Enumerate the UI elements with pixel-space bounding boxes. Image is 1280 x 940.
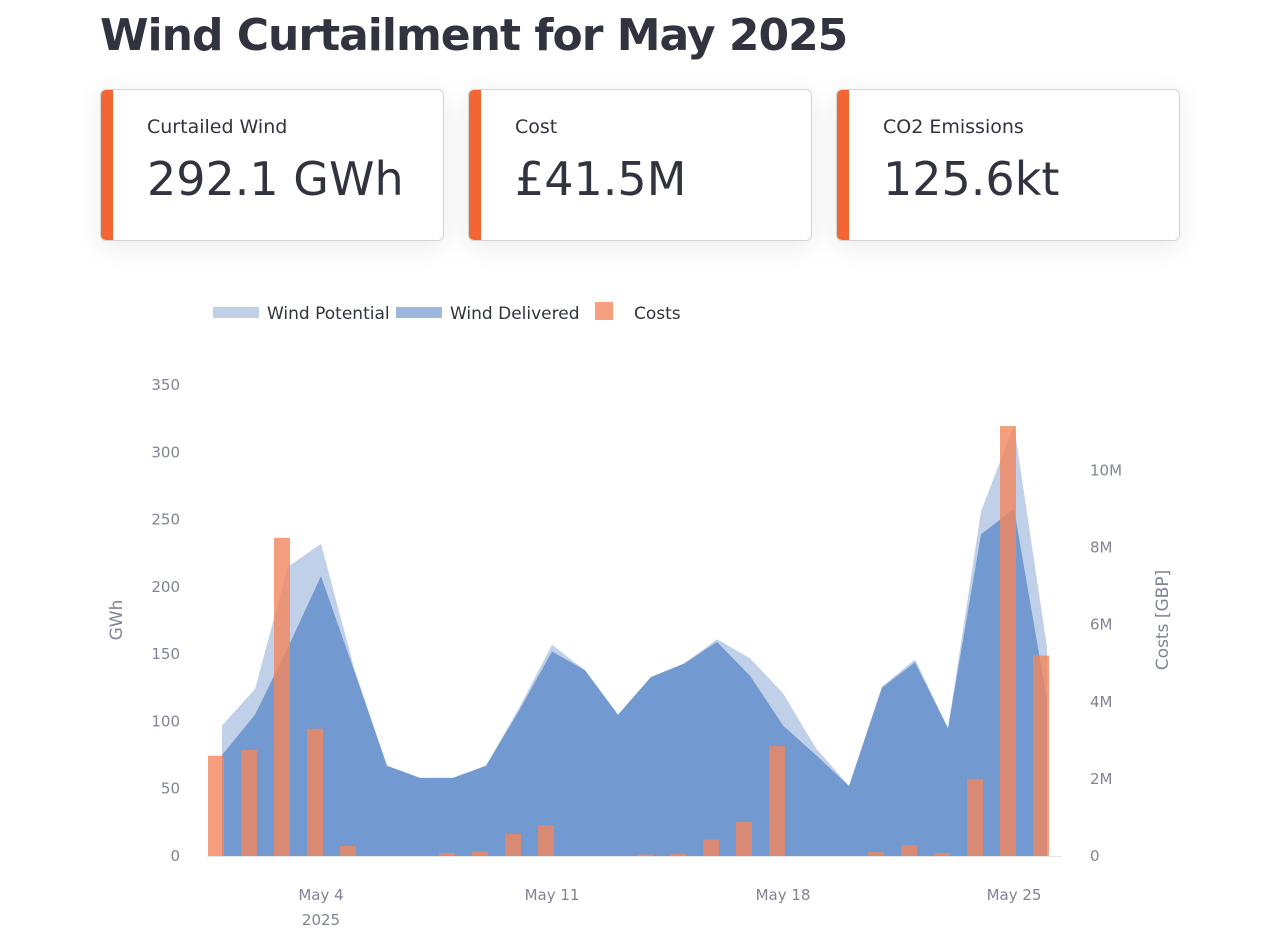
- legend-swatch-wind-potential: [213, 307, 259, 318]
- cost-bar[interactable]: [868, 852, 884, 856]
- legend-label-wind-delivered: Wind Delivered: [450, 304, 580, 324]
- cost-bar[interactable]: [967, 778, 983, 856]
- cost-bar[interactable]: [703, 839, 719, 856]
- y-tick-label: 100: [151, 712, 180, 730]
- card-co2-emissions: CO2 Emissions 125.6kt: [836, 89, 1180, 241]
- y-tick-label: 300: [151, 443, 180, 461]
- cost-bar[interactable]: [736, 822, 752, 856]
- cost-bar[interactable]: [1000, 426, 1016, 856]
- y2-tick-label: 4M: [1090, 693, 1113, 711]
- y-tick-label: 0: [170, 847, 180, 865]
- cost-bar[interactable]: [274, 537, 290, 856]
- card-accent-bar: [469, 90, 481, 240]
- y2-tick-label: 8M: [1090, 539, 1113, 557]
- legend-label-costs: Costs: [634, 304, 681, 324]
- cost-bar[interactable]: [934, 852, 950, 856]
- cost-bar[interactable]: [241, 749, 257, 856]
- cost-bar[interactable]: [505, 834, 521, 856]
- y2-tick-label: 0: [1090, 847, 1100, 865]
- x-tick-label: May 4: [298, 886, 343, 904]
- x-tick-label: May 18: [756, 886, 811, 904]
- card-value: £41.5M: [515, 152, 687, 206]
- cost-bar[interactable]: [307, 728, 323, 856]
- cost-bar[interactable]: [472, 851, 488, 856]
- y2-axis-title: Costs [GBP]: [1153, 570, 1173, 670]
- cost-bar[interactable]: [637, 854, 653, 856]
- legend-label-wind-potential: Wind Potential: [267, 304, 390, 324]
- cost-bar[interactable]: [208, 755, 224, 856]
- card-label: Curtailed Wind: [147, 116, 288, 138]
- cost-bar[interactable]: [670, 853, 686, 856]
- legend-swatch-wind-delivered: [396, 307, 442, 318]
- y2-tick-label: 2M: [1090, 770, 1113, 788]
- y2-tick-label: 6M: [1090, 616, 1113, 634]
- y-axis-title: GWh: [107, 600, 127, 641]
- cost-bar[interactable]: [538, 825, 554, 856]
- card-value: 125.6kt: [883, 152, 1060, 206]
- card-accent-bar: [101, 90, 113, 240]
- cost-bar[interactable]: [1033, 655, 1049, 856]
- y2-tick-label: 10M: [1090, 461, 1122, 479]
- y-tick-label: 50: [161, 780, 180, 798]
- card-label: CO2 Emissions: [883, 116, 1024, 138]
- series-wind-delivered-area: [222, 508, 1047, 856]
- card-accent-bar: [837, 90, 849, 240]
- y-tick-label: 200: [151, 578, 180, 596]
- cost-bar[interactable]: [769, 746, 785, 856]
- cost-bar[interactable]: [340, 845, 356, 856]
- cost-bar[interactable]: [439, 852, 455, 856]
- card-curtailed-wind: Curtailed Wind 292.1 GWh: [100, 89, 444, 241]
- y-tick-label: 350: [151, 376, 180, 394]
- card-value: 292.1 GWh: [147, 152, 404, 206]
- summary-cards: Curtailed Wind 292.1 GWh Cost £41.5M CO2…: [100, 89, 1180, 241]
- y-tick-label: 250: [151, 511, 180, 529]
- card-cost: Cost £41.5M: [468, 89, 812, 241]
- y-tick-label: 150: [151, 645, 180, 663]
- x-tick-label: May 25: [987, 886, 1042, 904]
- cost-bar[interactable]: [901, 845, 917, 856]
- x-tick-sublabel: 2025: [302, 911, 340, 929]
- x-tick-label: May 11: [525, 886, 580, 904]
- card-label: Cost: [515, 116, 558, 138]
- legend-swatch-costs: [595, 302, 613, 320]
- page-title: Wind Curtailment for May 2025: [100, 10, 848, 61]
